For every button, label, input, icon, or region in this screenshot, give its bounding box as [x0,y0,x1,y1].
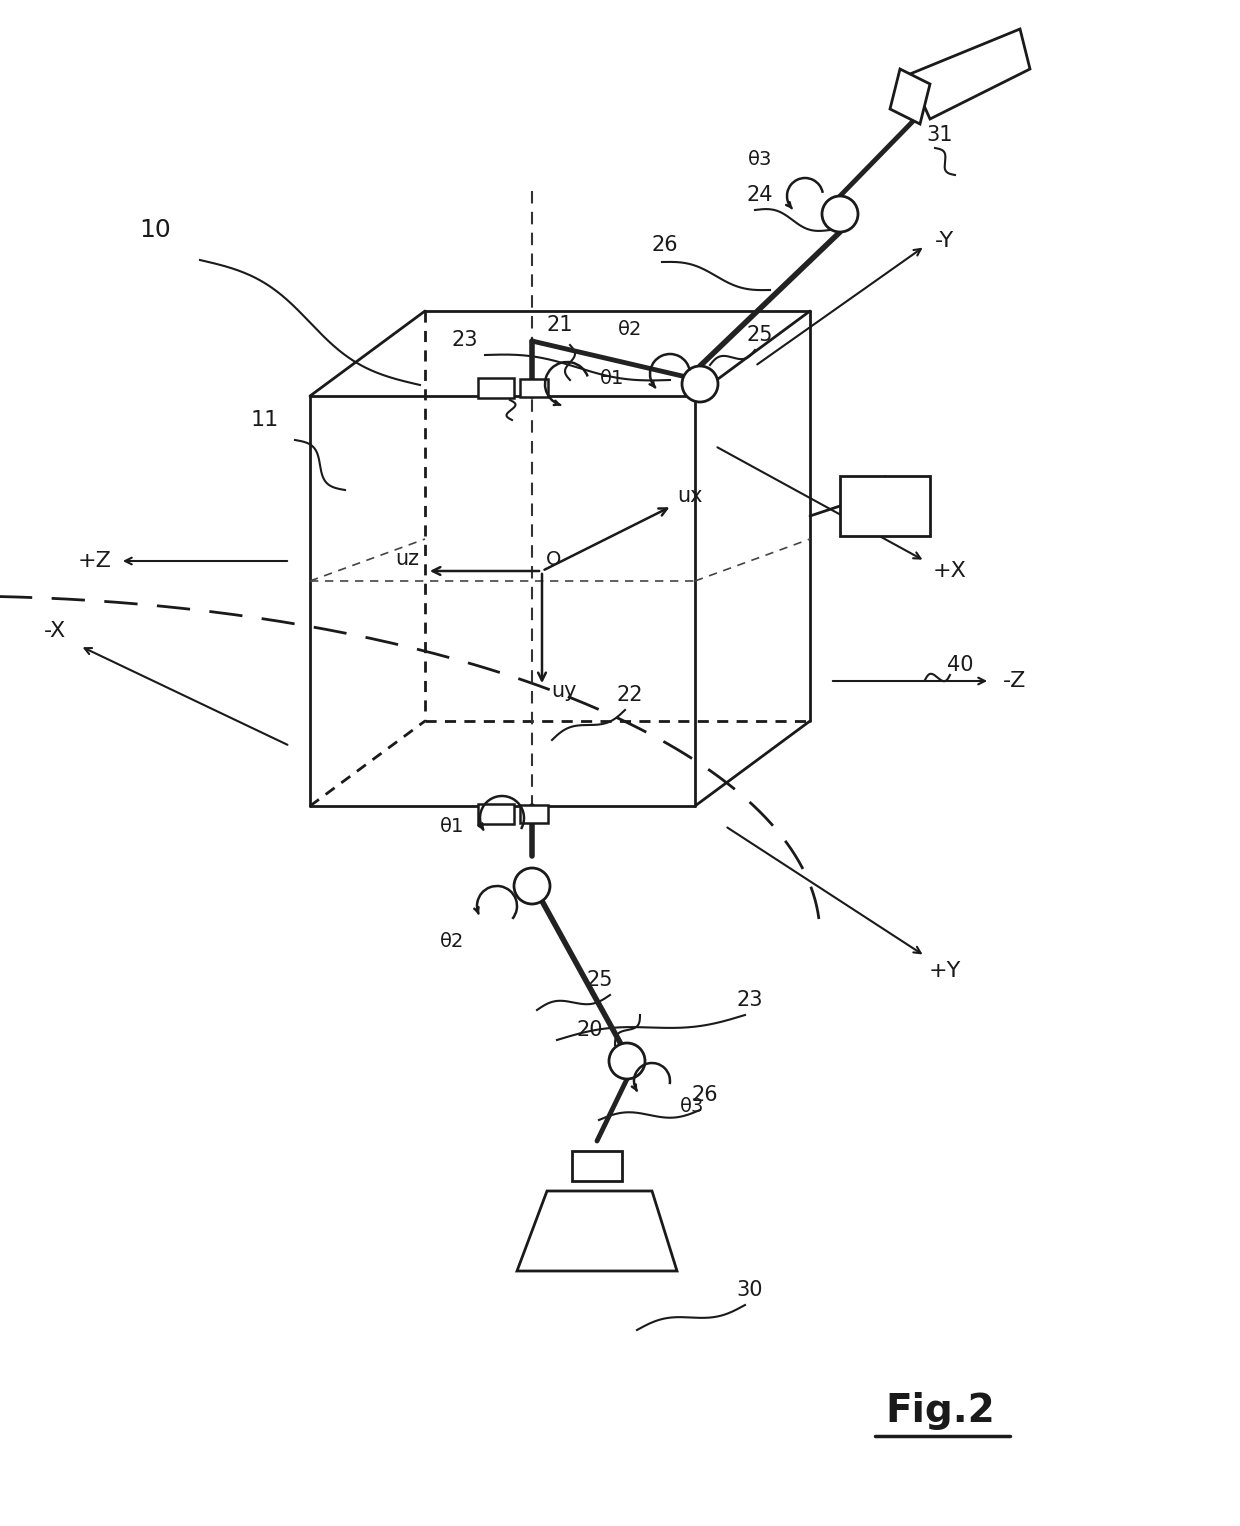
Circle shape [515,868,551,903]
Circle shape [682,366,718,401]
Text: 25: 25 [746,325,774,345]
Text: 23: 23 [737,990,764,1010]
Text: uz: uz [396,549,419,569]
Text: uy: uy [552,681,577,700]
Text: θ1: θ1 [440,816,464,836]
Bar [477,378,515,398]
Bar [572,1151,622,1181]
Polygon shape [890,69,930,124]
Text: 26: 26 [692,1085,718,1105]
Text: Fig.2: Fig.2 [885,1392,994,1430]
Text: +Y: +Y [929,961,961,981]
Text: +Z: +Z [78,551,112,571]
Text: θ2: θ2 [618,319,642,339]
Polygon shape [517,1190,677,1271]
Text: 22: 22 [476,380,503,400]
Text: 40: 40 [947,655,973,674]
Text: 10: 10 [139,218,171,243]
Text: 24: 24 [626,1206,653,1225]
Text: -Z: -Z [1003,671,1027,691]
Text: θ3: θ3 [680,1097,704,1116]
Text: 21: 21 [547,314,573,336]
Text: 22: 22 [616,685,644,705]
Text: -X: -X [43,621,66,641]
Text: θ2: θ2 [440,931,464,951]
Bar [839,476,930,536]
Circle shape [822,195,858,232]
Text: 25: 25 [587,971,614,990]
Bar [520,378,548,397]
Text: ux: ux [677,485,703,507]
Bar [520,806,548,823]
Polygon shape [910,29,1030,119]
Text: 30: 30 [737,1280,764,1300]
Bar [477,804,515,824]
Circle shape [609,1042,645,1079]
Text: +X: +X [932,562,967,581]
Text: 20: 20 [577,1019,603,1041]
Text: 23: 23 [451,330,479,349]
Text: 11: 11 [250,410,279,430]
Text: θ3: θ3 [748,150,773,168]
Text: -Y: -Y [935,230,955,250]
Text: 24: 24 [746,185,774,204]
Text: θ1: θ1 [600,368,624,388]
Text: O: O [547,549,562,569]
Text: 31: 31 [926,125,954,145]
Text: 26: 26 [652,235,678,255]
